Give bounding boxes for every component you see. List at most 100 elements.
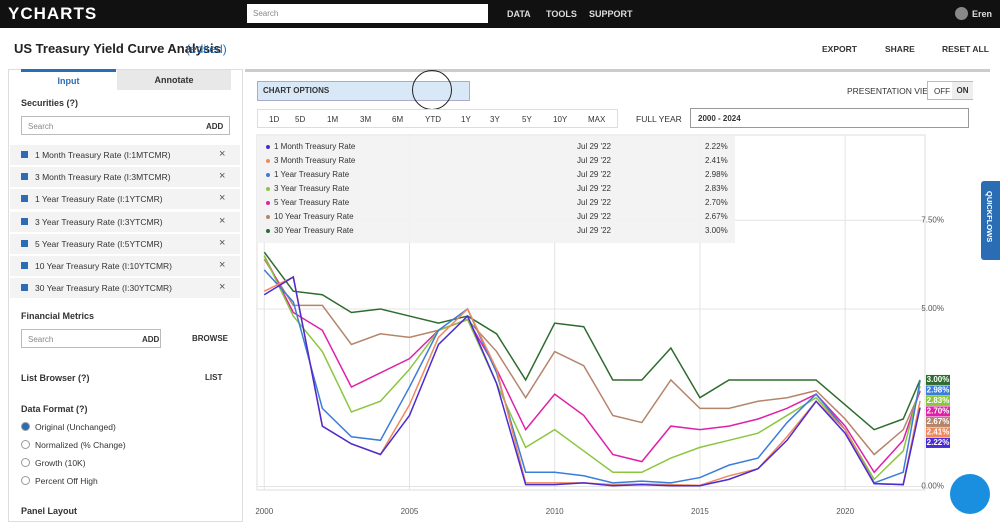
checkbox[interactable] (21, 195, 28, 203)
list-button[interactable]: LIST (205, 373, 223, 382)
range[interactable]: 1M (327, 115, 339, 124)
toggle-on[interactable]: ON (952, 82, 973, 99)
end-label: 3.00% (927, 375, 950, 384)
quickflows-tab[interactable]: QUICKFLOWS (981, 181, 1000, 260)
series-line (263, 255, 921, 474)
remove[interactable]: × (219, 259, 226, 271)
legend-dot (266, 229, 270, 233)
radio[interactable] (21, 458, 30, 467)
remove[interactable]: × (219, 236, 226, 249)
add-button[interactable]: ADD (206, 122, 224, 131)
x-tick-label: 2015 (691, 507, 709, 516)
security: 1 Month Treasury Rate (I:1MTCMR) (35, 150, 171, 160)
range[interactable]: MAX (588, 115, 606, 124)
list-browser: List Browser (?) (21, 373, 90, 383)
nav-item[interactable]: DATA (507, 9, 531, 19)
checkbox[interactable] (21, 173, 28, 181)
legend-name: 1 Year Treasury Rate (274, 170, 350, 179)
legend-value: 2.22% (705, 142, 728, 151)
plot-border (256, 134, 926, 491)
legend-date: Jul 29 '22 (577, 142, 612, 151)
legend-value: 3.00% (705, 226, 728, 235)
range[interactable]: 6M (392, 115, 404, 124)
remove[interactable]: × (219, 192, 226, 205)
period-select[interactable]: 2000 - 2024 (690, 108, 969, 128)
range[interactable]: 3Y (490, 115, 500, 124)
end-label: 2.70% (927, 407, 950, 416)
row-bg (10, 211, 240, 232)
y-tick-label: 7.50% (921, 215, 944, 224)
legend-dot (266, 201, 270, 205)
range[interactable]: 1Y (461, 115, 471, 124)
toggle-off[interactable]: OFF (934, 87, 950, 96)
checkbox[interactable] (21, 151, 28, 158)
checkbox[interactable] (21, 284, 28, 292)
edited[interactable]: (edited) (186, 42, 227, 56)
share[interactable]: SHARE (885, 44, 915, 54)
remove[interactable]: × (219, 281, 226, 294)
end-badge (926, 416, 950, 427)
legend-value: 2.98% (705, 170, 728, 179)
legend-date: Jul 29 '22 (577, 226, 612, 235)
legend-dot (266, 187, 270, 191)
full-year[interactable]: FULL YEAR (636, 114, 682, 124)
browse[interactable]: BROWSE (192, 334, 228, 343)
data-format: Data Format (?) (21, 404, 88, 414)
search-box[interactable]: Search (247, 4, 488, 23)
remove[interactable]: × (219, 214, 226, 227)
checkbox[interactable] (21, 262, 28, 269)
range[interactable]: 5Y (522, 115, 532, 124)
tab-input[interactable]: Input (21, 69, 116, 92)
legend-name: 3 Month Treasury Rate (274, 156, 356, 165)
legend-value: 2.67% (705, 212, 728, 221)
row-bg (10, 278, 240, 299)
remove[interactable]: × (219, 170, 226, 183)
row-bg (10, 256, 240, 276)
security: 5 Year Treasury Rate (I:5YTCMR) (35, 238, 163, 249)
series-line (263, 251, 921, 431)
legend-name: 10 Year Treasury Rate (274, 212, 354, 221)
radio[interactable] (21, 422, 30, 431)
nav-item[interactable]: TOOLS (546, 9, 577, 19)
top-bar (0, 0, 1000, 28)
nav-item[interactable]: SUPPORT (589, 9, 633, 19)
reset-all[interactable]: RESET ALL (942, 44, 989, 54)
range[interactable]: 1D (269, 115, 280, 124)
export[interactable]: EXPORT (822, 44, 857, 54)
y-tick-label: 0.00% (921, 482, 944, 491)
quickflows: QUICKFLOWS (985, 191, 994, 243)
end-label: 2.22% (927, 438, 950, 447)
end-label: 2.41% (927, 428, 950, 437)
checkbox[interactable] (21, 217, 28, 225)
format-option: Growth (10K) (35, 458, 86, 468)
chat-button[interactable] (950, 474, 990, 514)
securities-search[interactable]: Search ADD (21, 116, 230, 135)
add-button[interactable]: ADD (142, 335, 160, 344)
radio[interactable] (21, 440, 30, 449)
range[interactable]: YTD (425, 115, 441, 124)
toggle[interactable]: OFF ON (927, 81, 973, 100)
series-line (263, 275, 921, 487)
metrics-search[interactable]: Search ADD (21, 329, 161, 348)
checkbox[interactable] (21, 239, 28, 247)
format-option: Percent Off High (35, 476, 98, 486)
tab-annotate[interactable]: Annotate (117, 70, 231, 90)
placeholder: Search (28, 335, 54, 344)
radio[interactable] (21, 476, 30, 485)
legend-value: 2.83% (705, 184, 728, 193)
chart-options-label: CHART OPTIONS (263, 86, 330, 95)
metrics-heading: Financial Metrics (21, 311, 95, 321)
end-label: 2.67% (927, 417, 950, 426)
user-name[interactable]: Eren (972, 9, 993, 19)
remove[interactable]: × (219, 148, 226, 160)
y-tick-label: 5.00% (921, 304, 944, 313)
search-placeholder: Search (253, 9, 279, 18)
range[interactable]: 10Y (553, 115, 568, 124)
legend-dot (266, 173, 270, 177)
avatar[interactable] (955, 7, 968, 20)
page-title: US Treasury Yield Curve Analysis (14, 41, 221, 56)
range[interactable]: 5D (295, 115, 306, 124)
range[interactable]: 3M (360, 115, 372, 124)
logo[interactable]: YCHARTS (8, 4, 98, 23)
